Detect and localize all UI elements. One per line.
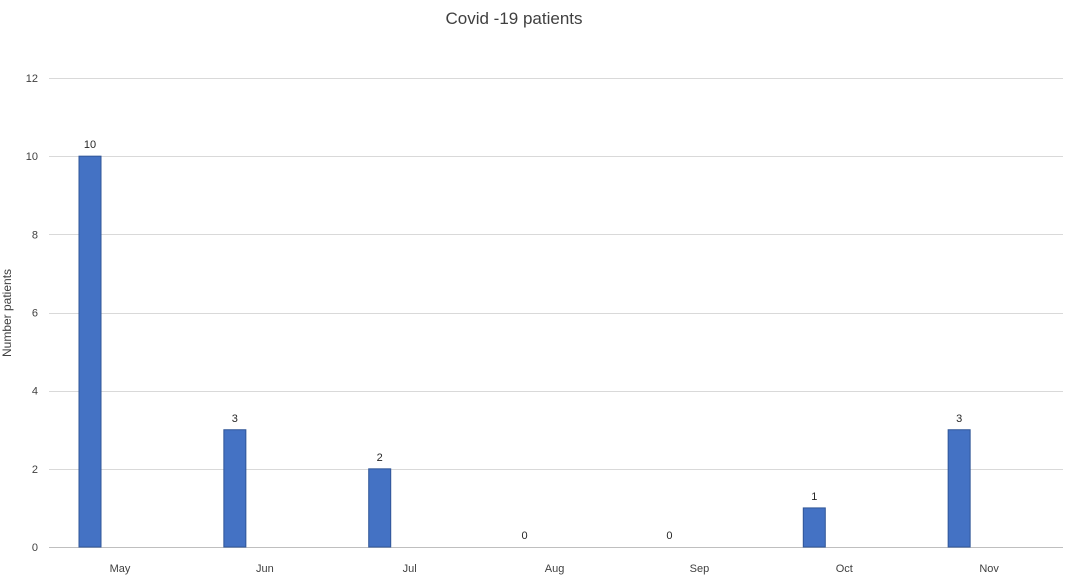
data-label-nov: 3 xyxy=(956,413,962,425)
chart-title: Covid -19 patients xyxy=(445,9,582,28)
y-tick-label: 8 xyxy=(32,229,38,241)
x-axis-ticks: May Jun Jul Aug Sep Oct Nov xyxy=(110,563,1000,575)
y-axis-ticks: 0 2 4 6 8 10 12 xyxy=(26,73,38,554)
x-tick-label-jul: Jul xyxy=(403,563,417,575)
x-tick-label-nov: Nov xyxy=(979,563,999,575)
data-labels: 10 3 2 0 0 1 3 xyxy=(84,139,962,542)
x-tick-label-may: May xyxy=(110,563,131,575)
data-label-may: 10 xyxy=(84,139,96,151)
x-tick-label-oct: Oct xyxy=(836,563,853,575)
data-label-sep: 0 xyxy=(666,530,672,542)
y-axis-label: Number patients xyxy=(0,269,14,357)
gridlines xyxy=(49,78,1063,548)
bar-oct xyxy=(802,507,826,548)
data-label-oct: 1 xyxy=(811,491,817,503)
y-tick-label: 6 xyxy=(32,308,38,320)
data-label-jun: 3 xyxy=(232,413,238,425)
y-tick-label: 10 xyxy=(26,151,38,163)
bar-may xyxy=(78,155,102,548)
x-tick-label-jun: Jun xyxy=(256,563,274,575)
y-tick-label: 2 xyxy=(32,464,38,476)
data-label-aug: 0 xyxy=(522,530,528,542)
y-tick-label: 4 xyxy=(32,386,38,398)
bar-jul xyxy=(368,468,392,548)
x-tick-label-aug: Aug xyxy=(545,563,565,575)
x-tick-label-sep: Sep xyxy=(690,563,710,575)
bar-nov xyxy=(947,429,971,548)
y-tick-label: 0 xyxy=(32,542,38,554)
y-tick-label: 12 xyxy=(26,73,38,85)
bars xyxy=(78,155,971,548)
bar-jun xyxy=(223,429,247,548)
data-label-jul: 2 xyxy=(377,452,383,464)
